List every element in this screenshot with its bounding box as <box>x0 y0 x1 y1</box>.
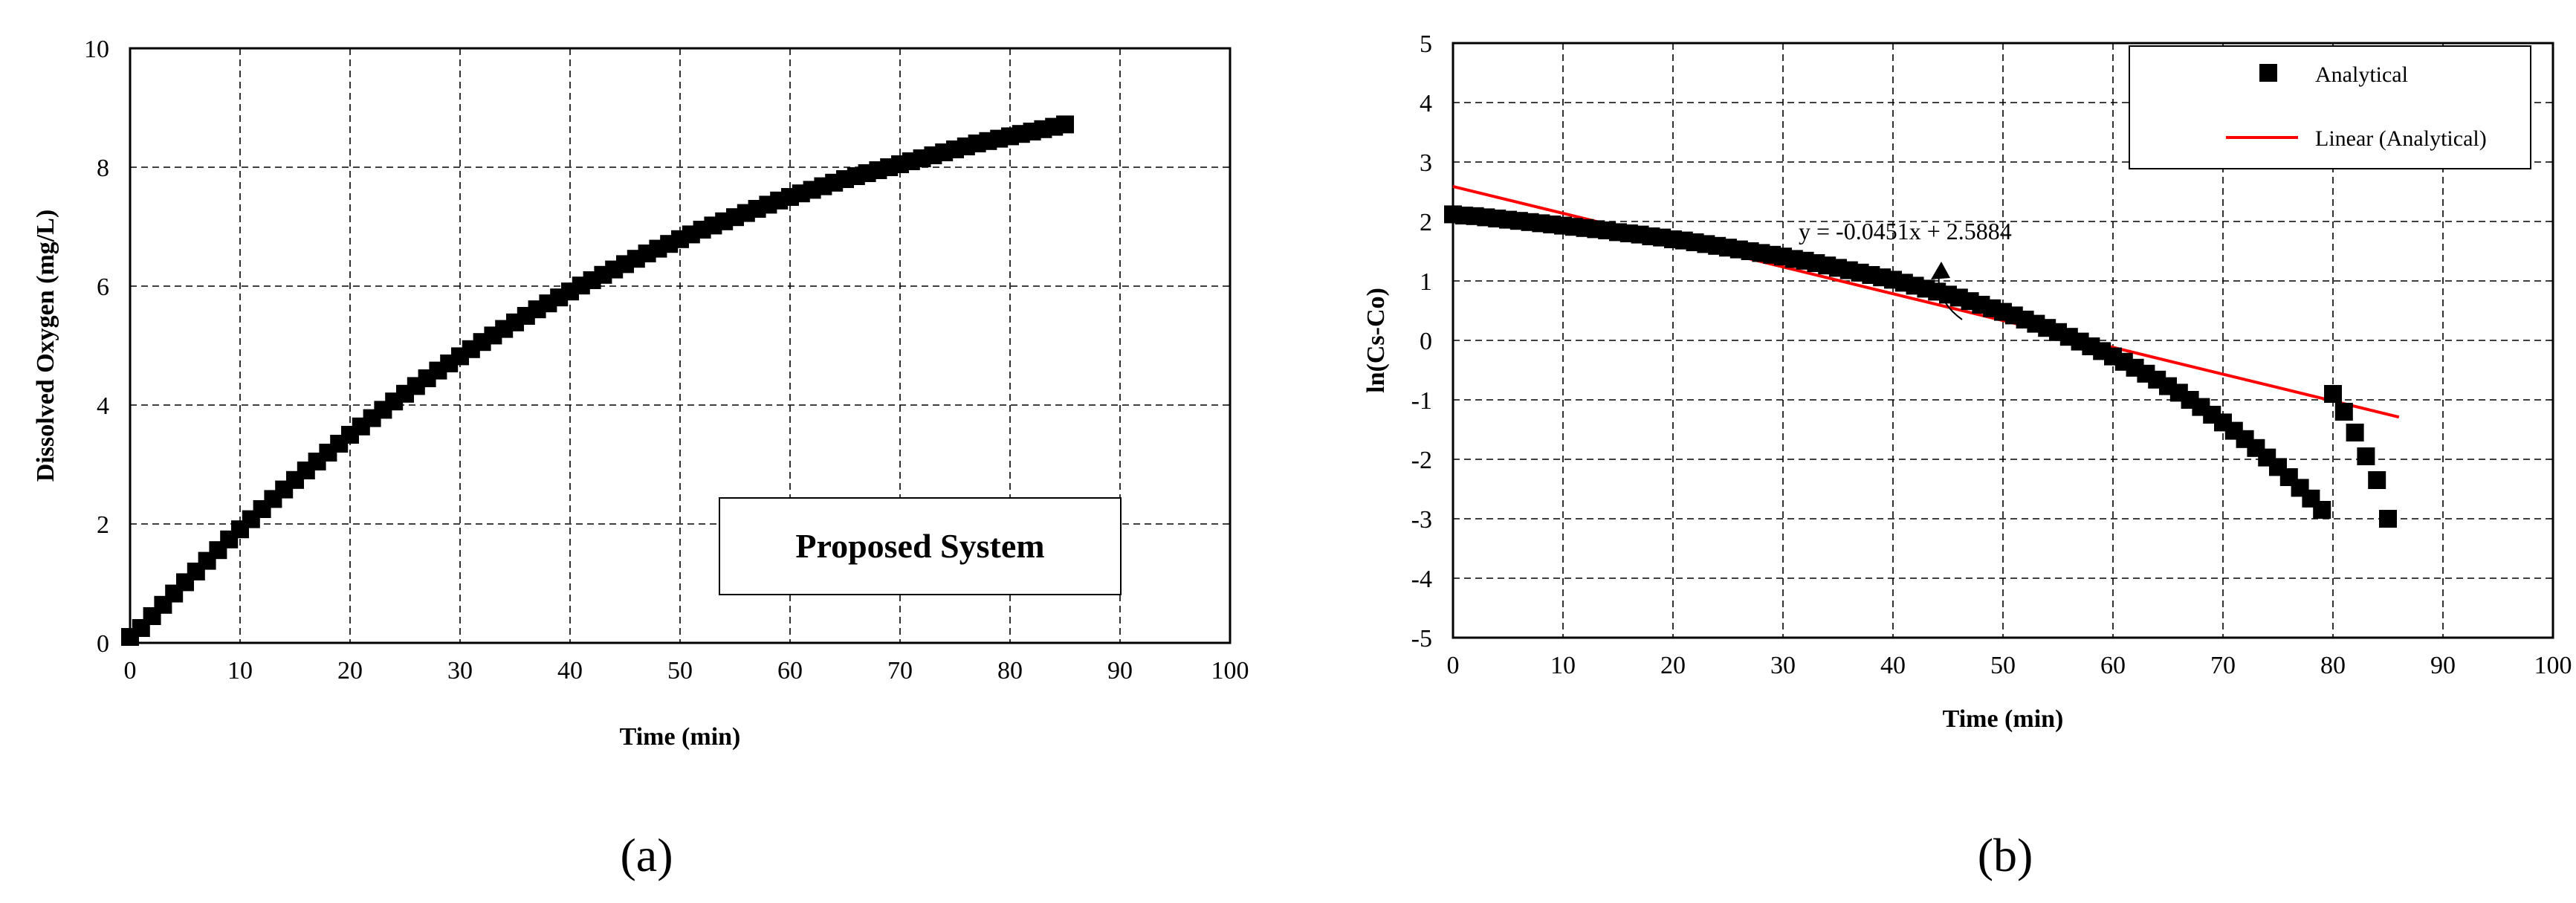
chart-b-data-point <box>2368 471 2386 489</box>
chart-a-ticks: 0 10 20 30 40 50 60 70 80 90 100 0 2 4 6 8 10 <box>84 36 1249 684</box>
chart-b-x-tick-label: 10 <box>1550 652 1576 679</box>
chart-a-x-tick-label: 60 <box>777 657 803 684</box>
chart-b: 0 10 20 30 40 50 60 70 80 90 100 -5 -4 -3 -2 -1 0 1 2 3 4 5 y… <box>1362 30 2572 881</box>
chart-b-x-tick-label: 70 <box>2210 652 2236 679</box>
chart-b-x-tick-label: 80 <box>2320 652 2346 679</box>
chart-b-data-point <box>2334 403 2353 421</box>
chart-a-panel-label: (a) <box>620 829 673 881</box>
chart-b-x-tick-label: 50 <box>1990 652 2016 679</box>
chart-b-data-point <box>2379 510 2397 528</box>
chart-b-legend-label-linear: Linear (Analytical) <box>2315 126 2487 151</box>
chart-a-y-tick-label: 6 <box>97 274 109 301</box>
chart-a-x-tick-label: 100 <box>1211 657 1249 684</box>
chart-b-legend-marker-analytical <box>2259 64 2277 82</box>
chart-b-y-tick-label: 0 <box>1420 328 1432 355</box>
chart-a-xlabel: Time (min) <box>620 723 741 751</box>
chart-b-data-point <box>2346 424 2364 441</box>
chart-a-ylabel: Dissolved Oxygen (mg/L) <box>32 210 59 482</box>
chart-a-x-tick-label: 20 <box>337 657 363 684</box>
chart-a-y-tick-label: 8 <box>97 155 109 182</box>
chart-b-y-tick-label: 3 <box>1420 149 1432 177</box>
chart-b-y-tick-label: 5 <box>1420 30 1432 58</box>
chart-a: 0 10 20 30 40 50 60 70 80 90 100 0 2 4 6 8 10 Proposed S… <box>32 36 1249 881</box>
chart-b-ticks: 0 10 20 30 40 50 60 70 80 90 100 -5 -4 -3 -2 -1 0 1 2 3 4 5 <box>1411 30 2572 679</box>
chart-a-x-tick-label: 40 <box>557 657 583 684</box>
chart-b-x-tick-label: 100 <box>2534 652 2572 679</box>
chart-a-x-tick-label: 50 <box>667 657 693 684</box>
chart-a-x-tick-label: 0 <box>124 657 137 684</box>
chart-b-data-point <box>2324 385 2342 403</box>
chart-b-data-point <box>2357 447 2375 465</box>
chart-a-annotation: Proposed System <box>795 527 1044 565</box>
chart-b-legend-label-analytical: Analytical <box>2315 62 2408 87</box>
chart-b-x-tick-label: 30 <box>1770 652 1796 679</box>
chart-a-x-tick-label: 90 <box>1107 657 1133 684</box>
chart-b-points <box>1444 205 2397 528</box>
chart-b-xlabel: Time (min) <box>1943 705 2064 733</box>
chart-b-y-tick-label: 2 <box>1420 209 1432 236</box>
chart-b-y-tick-label: -2 <box>1411 447 1432 474</box>
chart-a-annotation-box: Proposed System <box>719 497 1122 595</box>
chart-b-y-tick-label: -5 <box>1411 625 1432 653</box>
chart-b-panel-label: (b) <box>1978 829 2033 881</box>
chart-b-legend: Analytical Linear (Analytical) <box>2129 45 2531 169</box>
chart-a-y-tick-label: 2 <box>97 511 109 539</box>
chart-b-x-tick-label: 0 <box>1447 652 1460 679</box>
chart-b-y-tick-label: 1 <box>1420 268 1432 296</box>
chart-a-data-point <box>1056 115 1074 134</box>
chart-b-y-tick-label: -3 <box>1411 506 1432 534</box>
chart-b-y-tick-label: -4 <box>1411 566 1432 593</box>
chart-b-equation: y = -0.0451x + 2.5884 <box>1799 218 2012 245</box>
chart-a-x-tick-label: 80 <box>997 657 1023 684</box>
chart-b-equation-arrowhead <box>1931 262 1950 279</box>
chart-b-y-tick-label: -1 <box>1411 387 1432 415</box>
chart-a-y-tick-label: 10 <box>84 36 109 63</box>
chart-b-ylabel: ln(Cs-Co) <box>1362 288 1390 393</box>
chart-a-x-tick-label: 30 <box>447 657 473 684</box>
chart-a-points <box>121 115 1074 646</box>
chart-b-x-tick-label: 40 <box>1880 652 1906 679</box>
chart-a-x-tick-label: 70 <box>887 657 913 684</box>
chart-b-x-tick-label: 90 <box>2430 652 2456 679</box>
chart-b-x-tick-label: 20 <box>1660 652 1686 679</box>
chart-a-y-tick-label: 4 <box>97 392 109 420</box>
chart-a-x-tick-label: 10 <box>227 657 253 684</box>
chart-b-y-tick-label: 4 <box>1420 90 1432 117</box>
chart-b-data-point <box>2313 501 2331 519</box>
chart-b-x-tick-label: 60 <box>2100 652 2126 679</box>
chart-a-y-tick-label: 0 <box>97 630 109 658</box>
